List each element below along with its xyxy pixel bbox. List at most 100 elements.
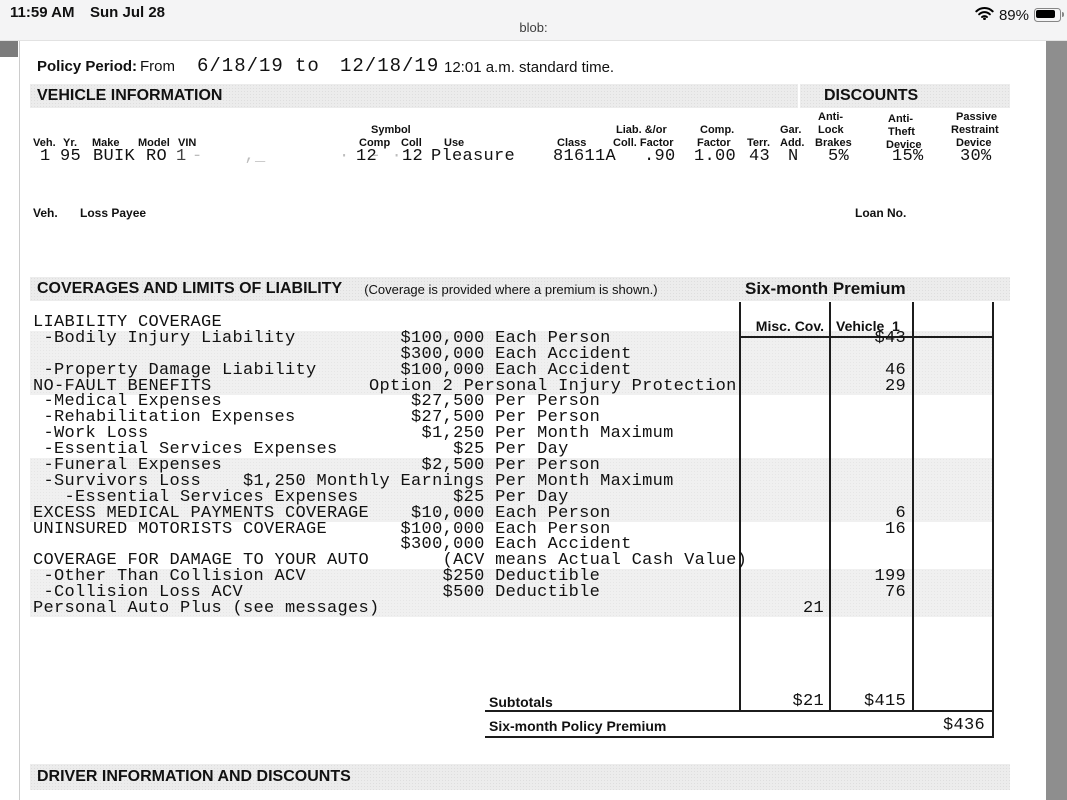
val-use: Pleasure: [431, 147, 516, 166]
val-comp-symbol: 12: [356, 147, 378, 166]
val-model: RO: [146, 147, 168, 166]
col-header-vehicle-1: Vehicle 1: [836, 318, 900, 334]
hdr-terr: Terr.: [747, 137, 771, 149]
coverage-text: UNINSURED MOTORISTS COVERAGE $100,000 Ea…: [33, 519, 611, 539]
coverage-text: -Bodily Injury Liability $100,000 Each P…: [33, 328, 611, 348]
premium-value-vehicle: 46: [884, 360, 906, 380]
policy-period-from-label: From: [140, 58, 175, 75]
policy-time-note: 12:01 a.m. standard time.: [444, 59, 615, 76]
coverage-text: Personal Auto Plus (see messages): [33, 599, 380, 619]
val-make: BUIK: [93, 147, 136, 166]
six-month-premium-title: Six-month Premium: [745, 279, 906, 298]
coverage-text: COVERAGE FOR DAMAGE TO YOUR AUTO (ACV me…: [33, 551, 748, 571]
shading-band-1: [30, 331, 993, 395]
policy-from-date: 6/18/19: [197, 55, 284, 77]
hdr-antilock-line1: Anti-: [818, 111, 844, 123]
coverage-line: EXCESS MEDICAL PAYMENTS COVERAGE $10,000…: [33, 503, 992, 523]
hdr-yr: Yr.: [63, 137, 78, 149]
loss-payee-veh-label: Veh.: [33, 206, 58, 220]
val-yr: 95: [60, 147, 82, 166]
coverage-line: COVERAGE FOR DAMAGE TO YOUR AUTO (ACV me…: [33, 551, 992, 571]
policy-to-label: to: [295, 55, 320, 77]
driver-information-title: DRIVER INFORMATION AND DISCOUNTS: [37, 768, 351, 785]
premium-value-vehicle: 199: [874, 567, 906, 587]
coverages-note: (Coverage is provided where a premium is…: [364, 281, 658, 297]
hdr-make: Make: [92, 137, 120, 149]
discounts-header: DISCOUNTS: [800, 84, 1010, 108]
coverages-title: COVERAGES AND LIMITS OF LIABILITY: [37, 280, 343, 297]
val-anti-theft-discount: 15%: [892, 147, 924, 166]
shading-band-3: [30, 569, 993, 617]
coverage-line: NO-FAULT BENEFITS Option 2 Personal Inju…: [33, 376, 992, 396]
coverage-text: -Property Damage Liability $100,000 Each…: [33, 360, 632, 380]
hdr-coll: Coll: [401, 137, 422, 149]
policy-premium-label: Six-month Policy Premium: [489, 718, 667, 734]
hdr-passive-line1: Passive: [956, 111, 997, 123]
coverage-line: UNINSURED MOTORISTS COVERAGE $100,000 Ea…: [33, 519, 992, 539]
battery-percent: 89%: [998, 6, 1029, 24]
coverage-line: -Collision Loss ACV $500 Deductible 76: [33, 583, 992, 603]
val-veh: 1: [40, 147, 51, 166]
premium-value-vehicle: 29: [884, 376, 906, 396]
table-rule-v2: [829, 302, 831, 712]
coverage-text: $300,000 Each Accident: [33, 344, 632, 364]
coverage-line: -Rehabilitation Expenses $27,500 Per Per…: [33, 409, 992, 426]
loss-payee-label: Loss Payee: [80, 206, 147, 220]
val-comp-factor: 1.00: [694, 147, 737, 166]
battery-icon: [1034, 8, 1064, 22]
hdr-comp: Comp: [359, 137, 391, 149]
coverage-text: $300,000 Each Accident: [33, 535, 632, 555]
premium-value-vehicle: 16: [884, 519, 906, 539]
val-class: 81611A: [553, 147, 617, 166]
discounts-title: DISCOUNTS: [824, 87, 919, 104]
policy-premium-total: $436: [942, 716, 985, 735]
loan-no-label: Loan No.: [855, 206, 907, 220]
coverage-line: -Survivors Loss $1,250 Monthly Earnings …: [33, 471, 992, 491]
hdr-compfactor-line1: Comp.: [700, 124, 735, 136]
hdr-veh: Veh.: [33, 137, 56, 149]
hdr-antilock-line3: Brakes: [815, 137, 852, 149]
premium-value-vehicle: 6: [895, 503, 906, 523]
hdr-liab-line1: Liab. &/or: [616, 124, 667, 136]
hdr-passive-line3: Device: [956, 137, 992, 149]
hdr-antitheft-line1: Anti-: [888, 113, 914, 125]
coverage-text: -Other Than Collision ACV $250 Deductibl…: [33, 567, 601, 587]
subtotals-rule: [485, 710, 992, 712]
shading-band-2: [30, 458, 993, 522]
hdr-compfactor-line2: Factor: [697, 137, 731, 149]
viewer-background-band[interactable]: [1046, 41, 1067, 800]
coverage-text: -Essential Services Expenses $25 Per Day: [33, 487, 569, 507]
coverage-line: LIABILITY COVERAGE: [33, 313, 992, 332]
table-rule-v1: [739, 302, 741, 712]
val-terr: 43: [749, 147, 771, 166]
premium-value-vehicle: 76: [884, 583, 906, 603]
hdr-model: Model: [138, 137, 170, 149]
hdr-antitheft-line2: Theft: [888, 126, 915, 138]
driver-information-header: DRIVER INFORMATION AND DISCOUNTS: [30, 764, 1010, 790]
status-bar: 11:59 AM Sun Jul 28 blob: 89%: [0, 0, 1067, 41]
coverage-text: -Collision Loss ACV $500 Deductible: [33, 583, 601, 603]
policy-premium-rule: [485, 736, 992, 738]
status-indicators: 89%: [975, 6, 1064, 25]
coverages-header: COVERAGES AND LIMITS OF LIABILITY (Cover…: [30, 277, 1010, 301]
policy-period-label: Policy Period:: [37, 58, 138, 75]
hdr-liab-line2: Coll. Factor: [613, 137, 674, 149]
subtotals-label: Subtotals: [489, 694, 553, 710]
table-header-rule: [739, 336, 993, 338]
val-vin-redacted-marks: - ,_ · - ·:: [192, 147, 413, 166]
status-date: Sun Jul 28: [90, 4, 166, 21]
table-rule-v3: [912, 302, 914, 712]
coverage-text: -Survivors Loss $1,250 Monthly Earnings …: [33, 471, 674, 491]
coverage-text: -Medical Expenses $27,500 Per Person: [33, 392, 601, 412]
premium-value-misc: 21: [802, 599, 824, 619]
wifi-icon: [975, 6, 994, 25]
hdr-use: Use: [444, 137, 465, 149]
coverage-text: LIABILITY COVERAGE: [33, 313, 223, 332]
coverage-line: -Medical Expenses $27,500 Per Person: [33, 392, 992, 412]
col-header-misc-cov: Misc. Cov.: [755, 318, 824, 334]
coverage-text: -Essential Services Expenses $25 Per Day: [33, 440, 569, 460]
viewer-corner-block: [0, 41, 18, 57]
policy-to-date: 12/18/19: [340, 55, 440, 77]
coverage-line: -Essential Services Expenses $25 Per Day: [33, 440, 992, 460]
